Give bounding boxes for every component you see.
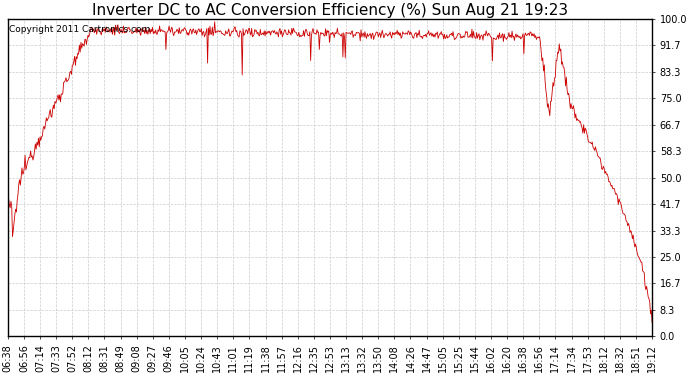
Title: Inverter DC to AC Conversion Efficiency (%) Sun Aug 21 19:23: Inverter DC to AC Conversion Efficiency … bbox=[92, 3, 568, 18]
Text: Copyright 2011 Cartronics.com: Copyright 2011 Cartronics.com bbox=[9, 25, 150, 34]
